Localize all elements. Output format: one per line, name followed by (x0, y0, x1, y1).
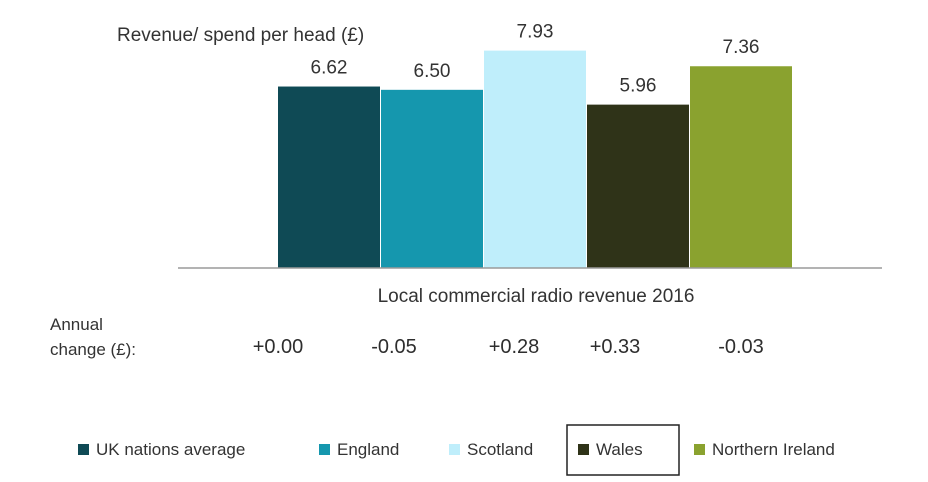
legend-highlight-box (566, 424, 680, 476)
annual-change-northern-ireland: -0.03 (718, 336, 764, 358)
legend-swatch-northern-ireland (694, 444, 705, 455)
data-label-scotland: 7.93 (517, 22, 554, 43)
annual-change-scotland: +0.28 (489, 336, 540, 358)
bar-england (381, 89, 483, 268)
legend-swatch-england (319, 444, 330, 455)
annual-change-label-line1: Annual (50, 315, 103, 334)
annual-change-values: +0.00 -0.05 +0.28 +0.33 -0.03 (253, 336, 764, 358)
legend-label-wales: Wales (596, 440, 643, 459)
legend-label-scotland: Scotland (467, 440, 533, 459)
bar-uk-nations-average (278, 86, 380, 268)
legend-swatch-uk-nations-average (78, 444, 89, 455)
legend-label-england: England (337, 440, 399, 459)
data-label-northern-ireland: 7.36 (723, 37, 760, 58)
data-labels-group: 6.62 6.50 7.93 5.96 7.36 (311, 22, 760, 97)
annual-change-wales: +0.33 (590, 336, 641, 358)
bars-group (278, 50, 792, 268)
data-label-uk-nations-average: 6.62 (311, 58, 348, 79)
bar-northern-ireland (690, 66, 792, 268)
legend-swatch-scotland (449, 444, 460, 455)
data-label-wales: 5.96 (620, 76, 657, 97)
bar-scotland (484, 50, 586, 268)
legend: UK nations average England Scotland Wales No… (78, 424, 835, 476)
annual-change-england: -0.05 (371, 336, 417, 358)
annual-change-label-line2: change (£): (50, 340, 136, 359)
chart-title: Revenue/ spend per head (£) (117, 25, 364, 46)
x-axis-title: Local commercial radio revenue 2016 (378, 286, 695, 307)
annual-change-uk-nations-average: +0.00 (253, 336, 304, 358)
bar-wales (587, 104, 689, 268)
data-label-england: 6.50 (414, 61, 451, 82)
legend-label-northern-ireland: Northern Ireland (712, 440, 835, 459)
legend-label-uk-nations-average: UK nations average (96, 440, 245, 459)
legend-swatch-wales (578, 444, 589, 455)
